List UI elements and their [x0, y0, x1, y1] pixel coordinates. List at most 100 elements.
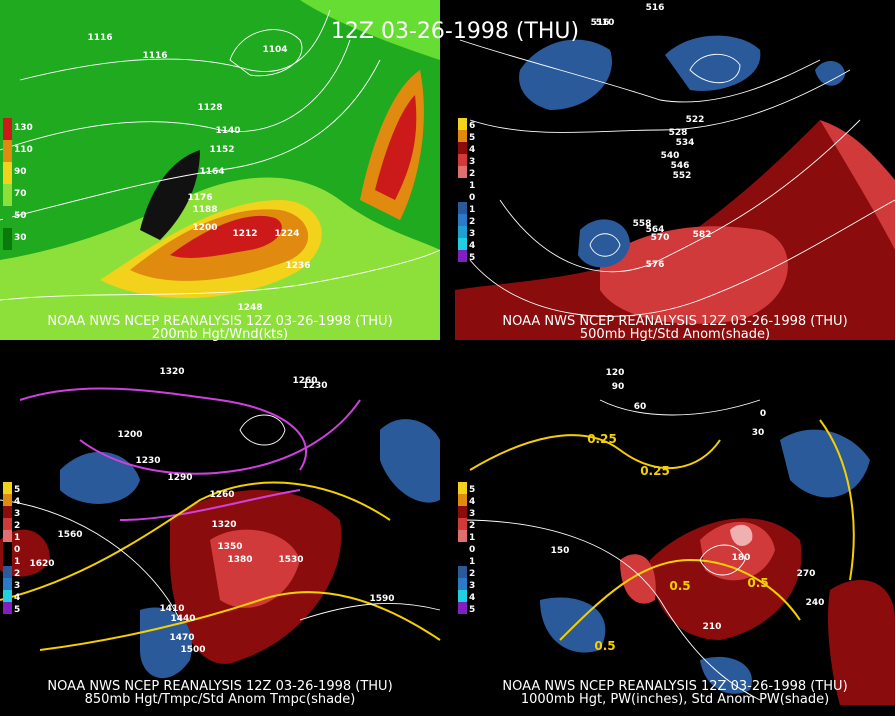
contour-label: 180	[732, 553, 751, 563]
contour-label: 516	[591, 18, 610, 28]
contour-label: 1260	[292, 376, 317, 386]
contour-label: 1320	[211, 520, 236, 530]
contour-label: 1410	[159, 604, 184, 614]
contour-label: 1164	[199, 167, 224, 177]
legend-label: 110	[14, 145, 33, 155]
legend-label: 70	[14, 189, 27, 199]
contour-label: 0.25	[640, 464, 670, 478]
legend-label: 1	[14, 533, 20, 543]
legend-label: 2	[469, 217, 475, 227]
contour-label: 1188	[192, 205, 217, 215]
contour-label: 1230	[135, 456, 160, 466]
contour-label: 0.5	[669, 579, 690, 593]
contour-label: 270	[797, 569, 816, 579]
title: 12Z 03-26-1998 (THU)	[331, 19, 579, 44]
contour-label: 1290	[167, 473, 192, 483]
contour-label: 1116	[142, 51, 167, 61]
legend-label: 3	[14, 581, 20, 591]
panel-caption: NOAA NWS NCEP REANALYSIS 12Z 03-26-1998 …	[47, 679, 392, 694]
legend-label: 5	[469, 133, 475, 143]
legend-label: 4	[469, 497, 475, 507]
legend-label: 30	[14, 233, 27, 243]
contour-label: 540	[661, 151, 680, 161]
contour-label: 60	[634, 402, 647, 412]
legend-label: 0	[469, 545, 475, 555]
contour-label: 1152	[209, 145, 234, 155]
legend-label: 3	[14, 509, 20, 519]
legend-label: 4	[14, 497, 20, 507]
legend-label: 2	[469, 521, 475, 531]
panel-caption: NOAA NWS NCEP REANALYSIS 12Z 03-26-1998 …	[502, 314, 847, 329]
legend-label: 50	[14, 211, 27, 221]
contour-label: 1560	[57, 530, 82, 540]
contour-label: 1104	[262, 45, 287, 55]
contour-label: 1116	[87, 33, 112, 43]
legend-label: 130	[14, 123, 33, 133]
contour-label: 576	[646, 260, 665, 270]
contour-label: 1212	[232, 229, 257, 239]
legend-label: 1	[469, 533, 475, 543]
panel-1000mb	[455, 375, 895, 705]
legend-label: 4	[469, 145, 475, 155]
contour-label: 0.5	[594, 639, 615, 653]
contour-label: 1200	[192, 223, 217, 233]
contour-label: 1620	[29, 559, 54, 569]
panel-500mb	[455, 0, 895, 340]
legend-label: 3	[469, 581, 475, 591]
panel-subcaption: 850mb Hgt/Tmpc/Std Anom Tmpc(shade)	[85, 692, 356, 707]
contour-label: 1320	[159, 367, 184, 377]
legend-label: 1	[469, 557, 475, 567]
legend-label: 0	[469, 193, 475, 203]
contour-label: 564	[646, 225, 665, 235]
contour-label: 240	[806, 598, 825, 608]
contour-label: 1236	[285, 261, 310, 271]
contour-label: 510	[596, 18, 615, 28]
legend-label: 3	[469, 229, 475, 239]
panel-subcaption: 1000mb Hgt, PW(inches), Std Anom PW(shad…	[521, 692, 829, 707]
contour-label: 1200	[117, 430, 142, 440]
contour-label: 210	[703, 622, 722, 632]
contour-label: 582	[693, 230, 712, 240]
contour-label: 1590	[369, 594, 394, 604]
contour-label: 1260	[209, 490, 234, 500]
contour-label: 528	[669, 128, 688, 138]
contour-label: 570	[651, 233, 670, 243]
legend-label: 5	[14, 605, 20, 615]
contour-label: 1380	[227, 555, 252, 565]
contour-label: 552	[673, 171, 692, 181]
contour-label: 90	[612, 382, 625, 392]
legend-label: 5	[469, 605, 475, 615]
contour-label: 150	[551, 546, 570, 556]
panel-caption: NOAA NWS NCEP REANALYSIS 12Z 03-26-1998 …	[47, 314, 392, 329]
contour-label: 1470	[169, 633, 194, 643]
legend-label: 2	[14, 521, 20, 531]
contour-label: 1128	[197, 103, 222, 113]
contour-label: 120	[606, 368, 625, 378]
contour-label: 1224	[274, 229, 299, 239]
legend-label: 4	[469, 241, 475, 251]
contour-label: 534	[676, 138, 695, 148]
legend-label: 6	[469, 121, 475, 131]
legend-label: 1	[469, 205, 475, 215]
contour-label: 516	[646, 3, 665, 13]
legend-label: 2	[14, 569, 20, 579]
contour-label: 1248	[237, 303, 262, 313]
panel-caption: NOAA NWS NCEP REANALYSIS 12Z 03-26-1998 …	[502, 679, 847, 694]
legend-label: 5	[14, 485, 20, 495]
legend-label: 5	[469, 253, 475, 263]
legend-label: 2	[469, 569, 475, 579]
legend-label: 90	[14, 167, 27, 177]
contour-label: 0	[760, 409, 766, 419]
panel-200mb	[0, 0, 441, 340]
legend-label: 4	[469, 593, 475, 603]
legend-label: 1	[469, 181, 475, 191]
legend-label: 2	[469, 169, 475, 179]
contour-label: 1230	[302, 381, 327, 391]
contour-label: 0.5	[747, 576, 768, 590]
contour-label: 1140	[215, 126, 240, 136]
contour-label: 1500	[180, 645, 205, 655]
legend-label: 5	[469, 485, 475, 495]
contour-label: 546	[671, 161, 690, 171]
legend-label: 4	[14, 593, 20, 603]
